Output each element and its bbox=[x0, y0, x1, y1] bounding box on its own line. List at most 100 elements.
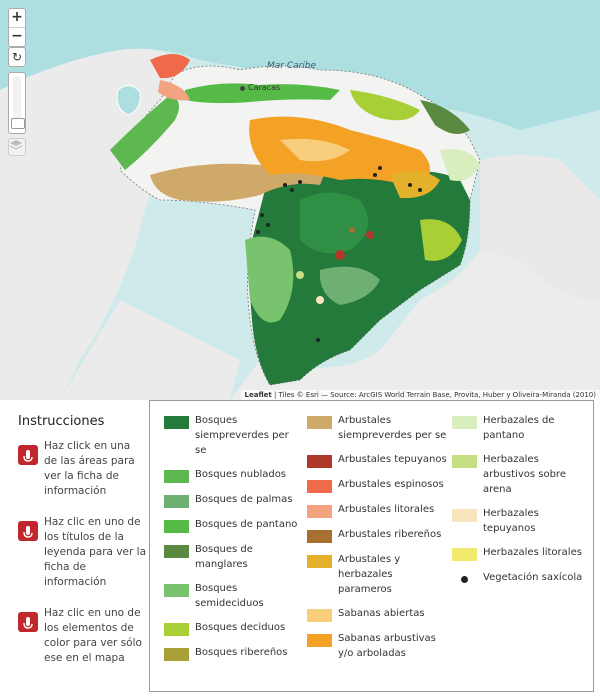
region-arbustales-espinosos[interactable] bbox=[150, 54, 190, 79]
zoom-slider-handle[interactable] bbox=[11, 118, 25, 129]
vegetacion-saxicola-points[interactable] bbox=[256, 166, 422, 342]
region-herbazales-tepuyanos[interactable] bbox=[316, 296, 324, 304]
legend-item[interactable]: Arbustales siempreverdes per se bbox=[307, 413, 447, 443]
legend-item[interactable]: Sabanas arbustivas y/o arboladas bbox=[307, 631, 447, 661]
legend-label[interactable]: Vegetación saxícola bbox=[483, 572, 583, 583]
region-bosques-pantano[interactable] bbox=[185, 83, 340, 104]
region-bosques-deciduos[interactable] bbox=[420, 219, 462, 261]
legend-item[interactable]: Herbazales tepuyanos bbox=[452, 506, 592, 536]
vegetation-map[interactable]: Mar Caribe Caracas + − ↻ Leaflet | Tiles… bbox=[0, 0, 600, 400]
legend-label[interactable]: Sabanas arbustivas y/o arboladas bbox=[338, 633, 436, 659]
legend-item[interactable]: Arbustales ribereños bbox=[307, 527, 447, 543]
legend-item[interactable]: Arbustales y herbazales parameros bbox=[307, 552, 447, 597]
legend-swatch[interactable] bbox=[452, 455, 477, 468]
legend-swatch[interactable] bbox=[452, 416, 477, 429]
legend-label[interactable]: Bosques semideciduos bbox=[195, 583, 264, 609]
layers-icon[interactable] bbox=[8, 138, 26, 156]
zoom-slider[interactable] bbox=[8, 72, 26, 134]
legend-label[interactable]: Herbazales arbustivos sobre arena bbox=[483, 454, 566, 495]
legend-label[interactable]: Arbustales espinosos bbox=[338, 479, 444, 490]
legend-label[interactable]: Herbazales litorales bbox=[483, 547, 582, 558]
instructions-panel: Instrucciones Haz click en una de las ár… bbox=[18, 414, 146, 682]
instruction-item: Haz click en una de las áreas para ver l… bbox=[18, 439, 146, 499]
region-arbustales-parameros[interactable] bbox=[390, 171, 440, 199]
legend-item[interactable]: Arbustales espinosos bbox=[307, 477, 447, 493]
legend-item[interactable]: Sabanas abiertas bbox=[307, 606, 447, 622]
instruction-item: Haz clic en uno de los elementos de colo… bbox=[18, 606, 146, 666]
legend-swatch[interactable] bbox=[307, 505, 332, 518]
legend-swatch[interactable] bbox=[164, 648, 189, 661]
region-bosques-manglares[interactable] bbox=[420, 100, 470, 134]
region-bosques-nublados[interactable] bbox=[110, 95, 179, 170]
sea-label: Mar Caribe bbox=[267, 61, 317, 71]
legend-swatch[interactable] bbox=[164, 545, 189, 558]
region-bosques-deciduos-2[interactable] bbox=[350, 90, 420, 121]
refresh-icon[interactable]: ↻ bbox=[8, 47, 26, 67]
legend-swatch[interactable] bbox=[307, 609, 332, 622]
legend-label[interactable]: Arbustales y herbazales parameros bbox=[338, 554, 401, 595]
legend-item[interactable]: Bosques siempreverdes per se bbox=[164, 413, 299, 458]
legend-swatch[interactable] bbox=[307, 455, 332, 468]
leaflet-link[interactable]: Leaflet bbox=[244, 391, 272, 399]
region-arbustales-riberenos[interactable] bbox=[349, 227, 355, 233]
map-canvas[interactable] bbox=[0, 0, 600, 400]
legend-label[interactable]: Herbazales tepuyanos bbox=[483, 508, 539, 534]
region-sabanas-abiertas[interactable] bbox=[280, 138, 350, 162]
legend-swatch[interactable] bbox=[307, 416, 332, 429]
legend-item[interactable]: Herbazales de pantano bbox=[452, 413, 592, 443]
region-arbustales-litorales[interactable] bbox=[158, 80, 190, 101]
legend-label[interactable]: Bosques de palmas bbox=[195, 494, 293, 505]
legend-label[interactable]: Arbustales ribereños bbox=[338, 529, 442, 540]
legend-label[interactable]: Herbazales de pantano bbox=[483, 415, 555, 441]
instruction-text: Haz clic en uno de los elementos de colo… bbox=[44, 607, 142, 664]
legend-item[interactable]: Herbazales litorales bbox=[452, 545, 592, 561]
legend-swatch[interactable] bbox=[307, 480, 332, 493]
legend-swatch[interactable] bbox=[164, 495, 189, 508]
legend-swatch[interactable] bbox=[164, 520, 189, 533]
region-bosques-semideciduos[interactable] bbox=[245, 236, 294, 323]
legend-item[interactable]: Vegetación saxícola bbox=[452, 570, 592, 586]
legend-item[interactable]: Bosques de palmas bbox=[164, 492, 299, 508]
zoom-in-button[interactable]: + bbox=[11, 9, 23, 25]
legend-swatch[interactable] bbox=[307, 634, 332, 647]
legend-item[interactable]: Bosques de manglares bbox=[164, 542, 299, 572]
legend-swatch[interactable] bbox=[452, 548, 477, 561]
legend-item[interactable]: Arbustales tepuyanos bbox=[307, 452, 447, 468]
legend-label[interactable]: Bosques deciduos bbox=[195, 622, 286, 633]
legend-swatch[interactable] bbox=[164, 470, 189, 483]
legend-label[interactable]: Bosques de pantano bbox=[195, 519, 298, 530]
city-marker bbox=[240, 86, 245, 91]
instruction-item: Haz clic en uno de los títulos de la ley… bbox=[18, 515, 146, 590]
legend-label[interactable]: Arbustales litorales bbox=[338, 504, 435, 515]
legend-label[interactable]: Bosques siempreverdes per se bbox=[195, 415, 289, 456]
legend-item[interactable]: Bosques nublados bbox=[164, 467, 299, 483]
legend-swatch[interactable] bbox=[164, 416, 189, 429]
attribution-text: | Tiles © Esri — Source: ArcGIS World Te… bbox=[271, 391, 596, 399]
region-herbazales-pantano[interactable] bbox=[440, 149, 480, 181]
region-arbustales-tepuyanos[interactable] bbox=[335, 250, 345, 260]
legend-label[interactable]: Bosques ribereños bbox=[195, 647, 288, 658]
legend-swatch[interactable] bbox=[452, 573, 477, 586]
legend-item[interactable]: Bosques semideciduos bbox=[164, 581, 299, 611]
region-bosques-siempreverdes-2[interactable] bbox=[300, 192, 368, 254]
legend-swatch[interactable] bbox=[307, 555, 332, 568]
legend-label[interactable]: Arbustales tepuyanos bbox=[338, 454, 447, 465]
legend-item[interactable]: Bosques ribereños bbox=[164, 645, 299, 661]
legend-item[interactable]: Arbustales litorales bbox=[307, 502, 447, 518]
region-herbazales-arbustivos-arena[interactable] bbox=[296, 271, 304, 279]
tap-icon bbox=[18, 612, 38, 632]
legend-item[interactable]: Bosques deciduos bbox=[164, 620, 299, 636]
region-arbustales-tepuyanos-2[interactable] bbox=[366, 231, 374, 239]
legend-label[interactable]: Arbustales siempreverdes per se bbox=[338, 415, 447, 441]
legend-item[interactable]: Bosques de pantano bbox=[164, 517, 299, 533]
legend-label[interactable]: Bosques nublados bbox=[195, 469, 287, 480]
zoom-out-button[interactable]: − bbox=[9, 27, 25, 46]
legend-label[interactable]: Bosques de manglares bbox=[195, 544, 253, 570]
legend-swatch[interactable] bbox=[307, 530, 332, 543]
region-bosques-palmas[interactable] bbox=[319, 266, 380, 305]
legend-swatch[interactable] bbox=[452, 509, 477, 522]
legend-item[interactable]: Herbazales arbustivos sobre arena bbox=[452, 452, 592, 497]
legend-swatch[interactable] bbox=[164, 623, 189, 636]
legend-swatch[interactable] bbox=[164, 584, 189, 597]
legend-label[interactable]: Sabanas abiertas bbox=[338, 608, 425, 619]
